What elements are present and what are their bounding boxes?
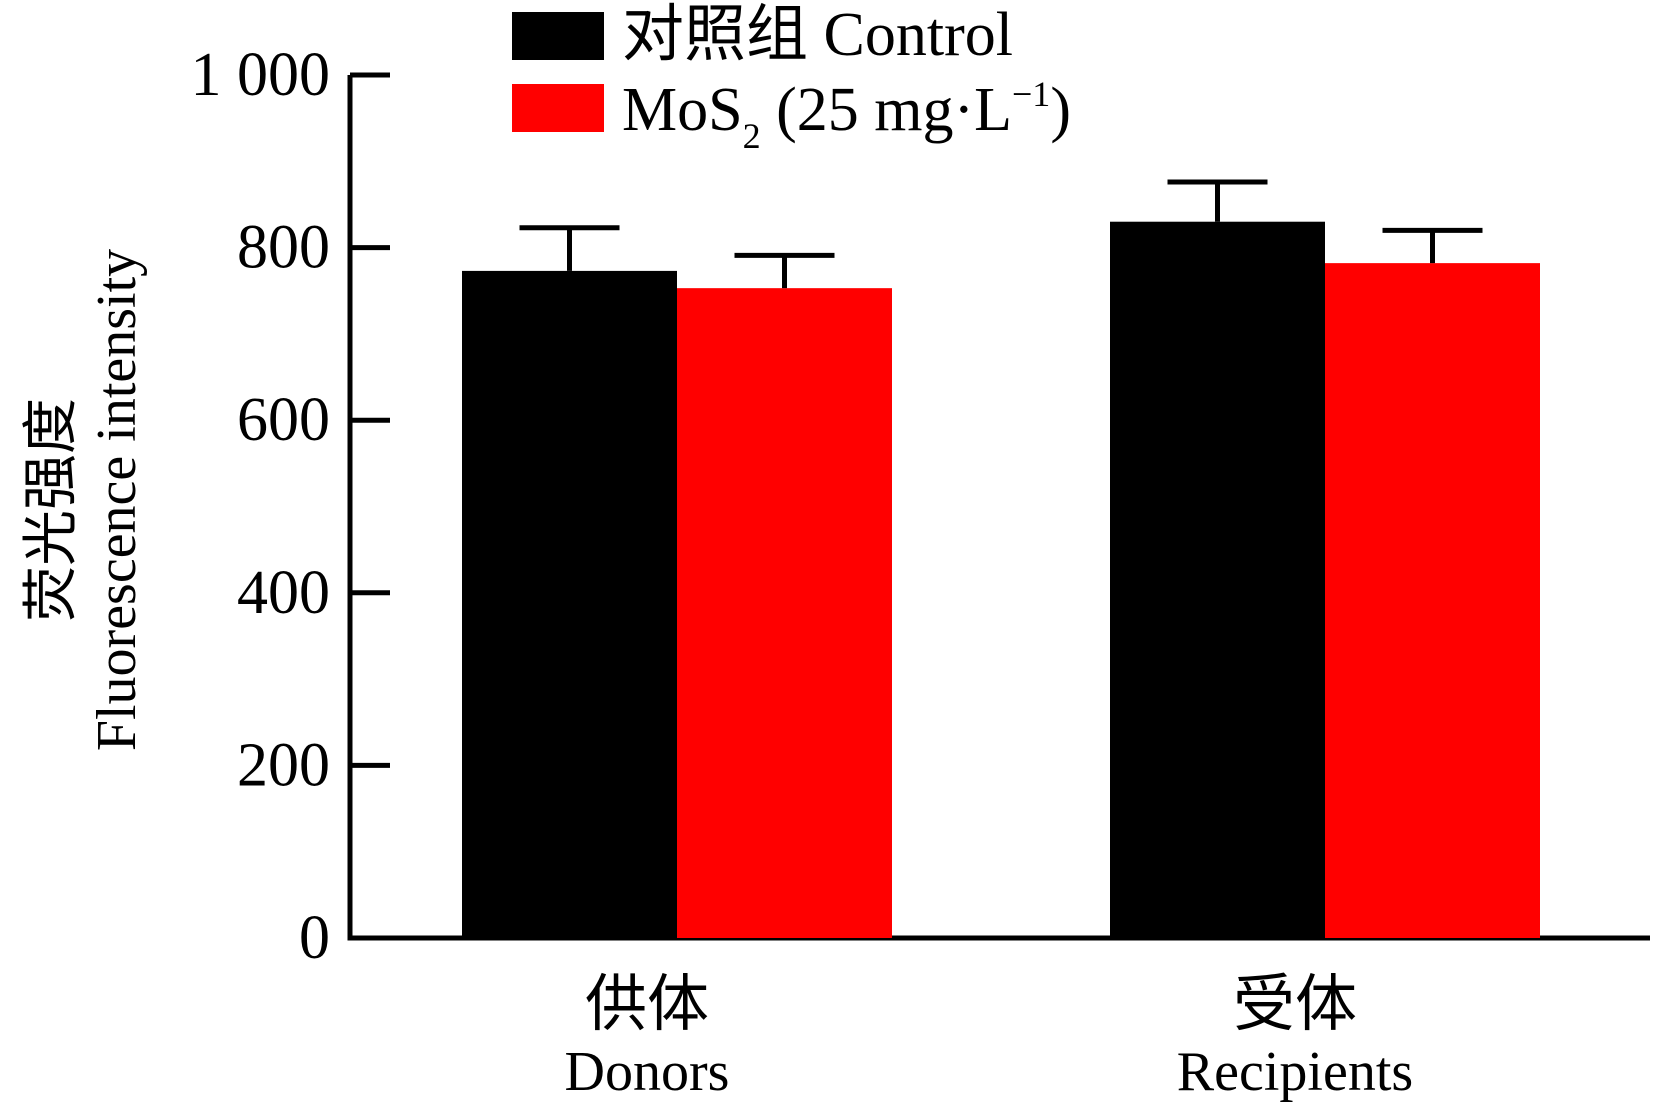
y-tick-label: 0 — [299, 904, 330, 972]
bar-control-0 — [462, 270, 677, 938]
legend-swatch-mos2 — [512, 84, 604, 132]
bar-mos2-1 — [1325, 263, 1540, 938]
legend-label-control: 对照组 Control — [622, 1, 1013, 69]
y-tick-label: 800 — [237, 214, 330, 282]
x-tick-label-en: Recipients — [1177, 1041, 1413, 1103]
bar-mos2-0 — [677, 288, 892, 938]
legend-swatch-control — [512, 12, 604, 60]
y-axis-title-en: Fluorescence intensity — [86, 249, 148, 751]
bar-control-1 — [1110, 221, 1325, 938]
y-tick-label: 400 — [237, 559, 330, 627]
y-tick-label: 1 000 — [191, 41, 331, 109]
x-tick-label-zh: 供体 — [585, 971, 709, 1039]
legend-label-mos2: MoS2 (25 mg·L−1) — [622, 74, 1071, 156]
y-tick-label: 600 — [237, 386, 330, 454]
y-axis-title-zh: 荧光强度 — [21, 398, 83, 622]
x-tick-label-zh: 受体 — [1233, 971, 1357, 1039]
y-tick-label: 200 — [237, 731, 330, 799]
axes: 0 200 400 600 800 1 000 — [191, 41, 1650, 972]
error-bars — [519, 179, 1483, 289]
x-tick-label-en: Donors — [565, 1041, 730, 1103]
bars — [462, 221, 1540, 938]
